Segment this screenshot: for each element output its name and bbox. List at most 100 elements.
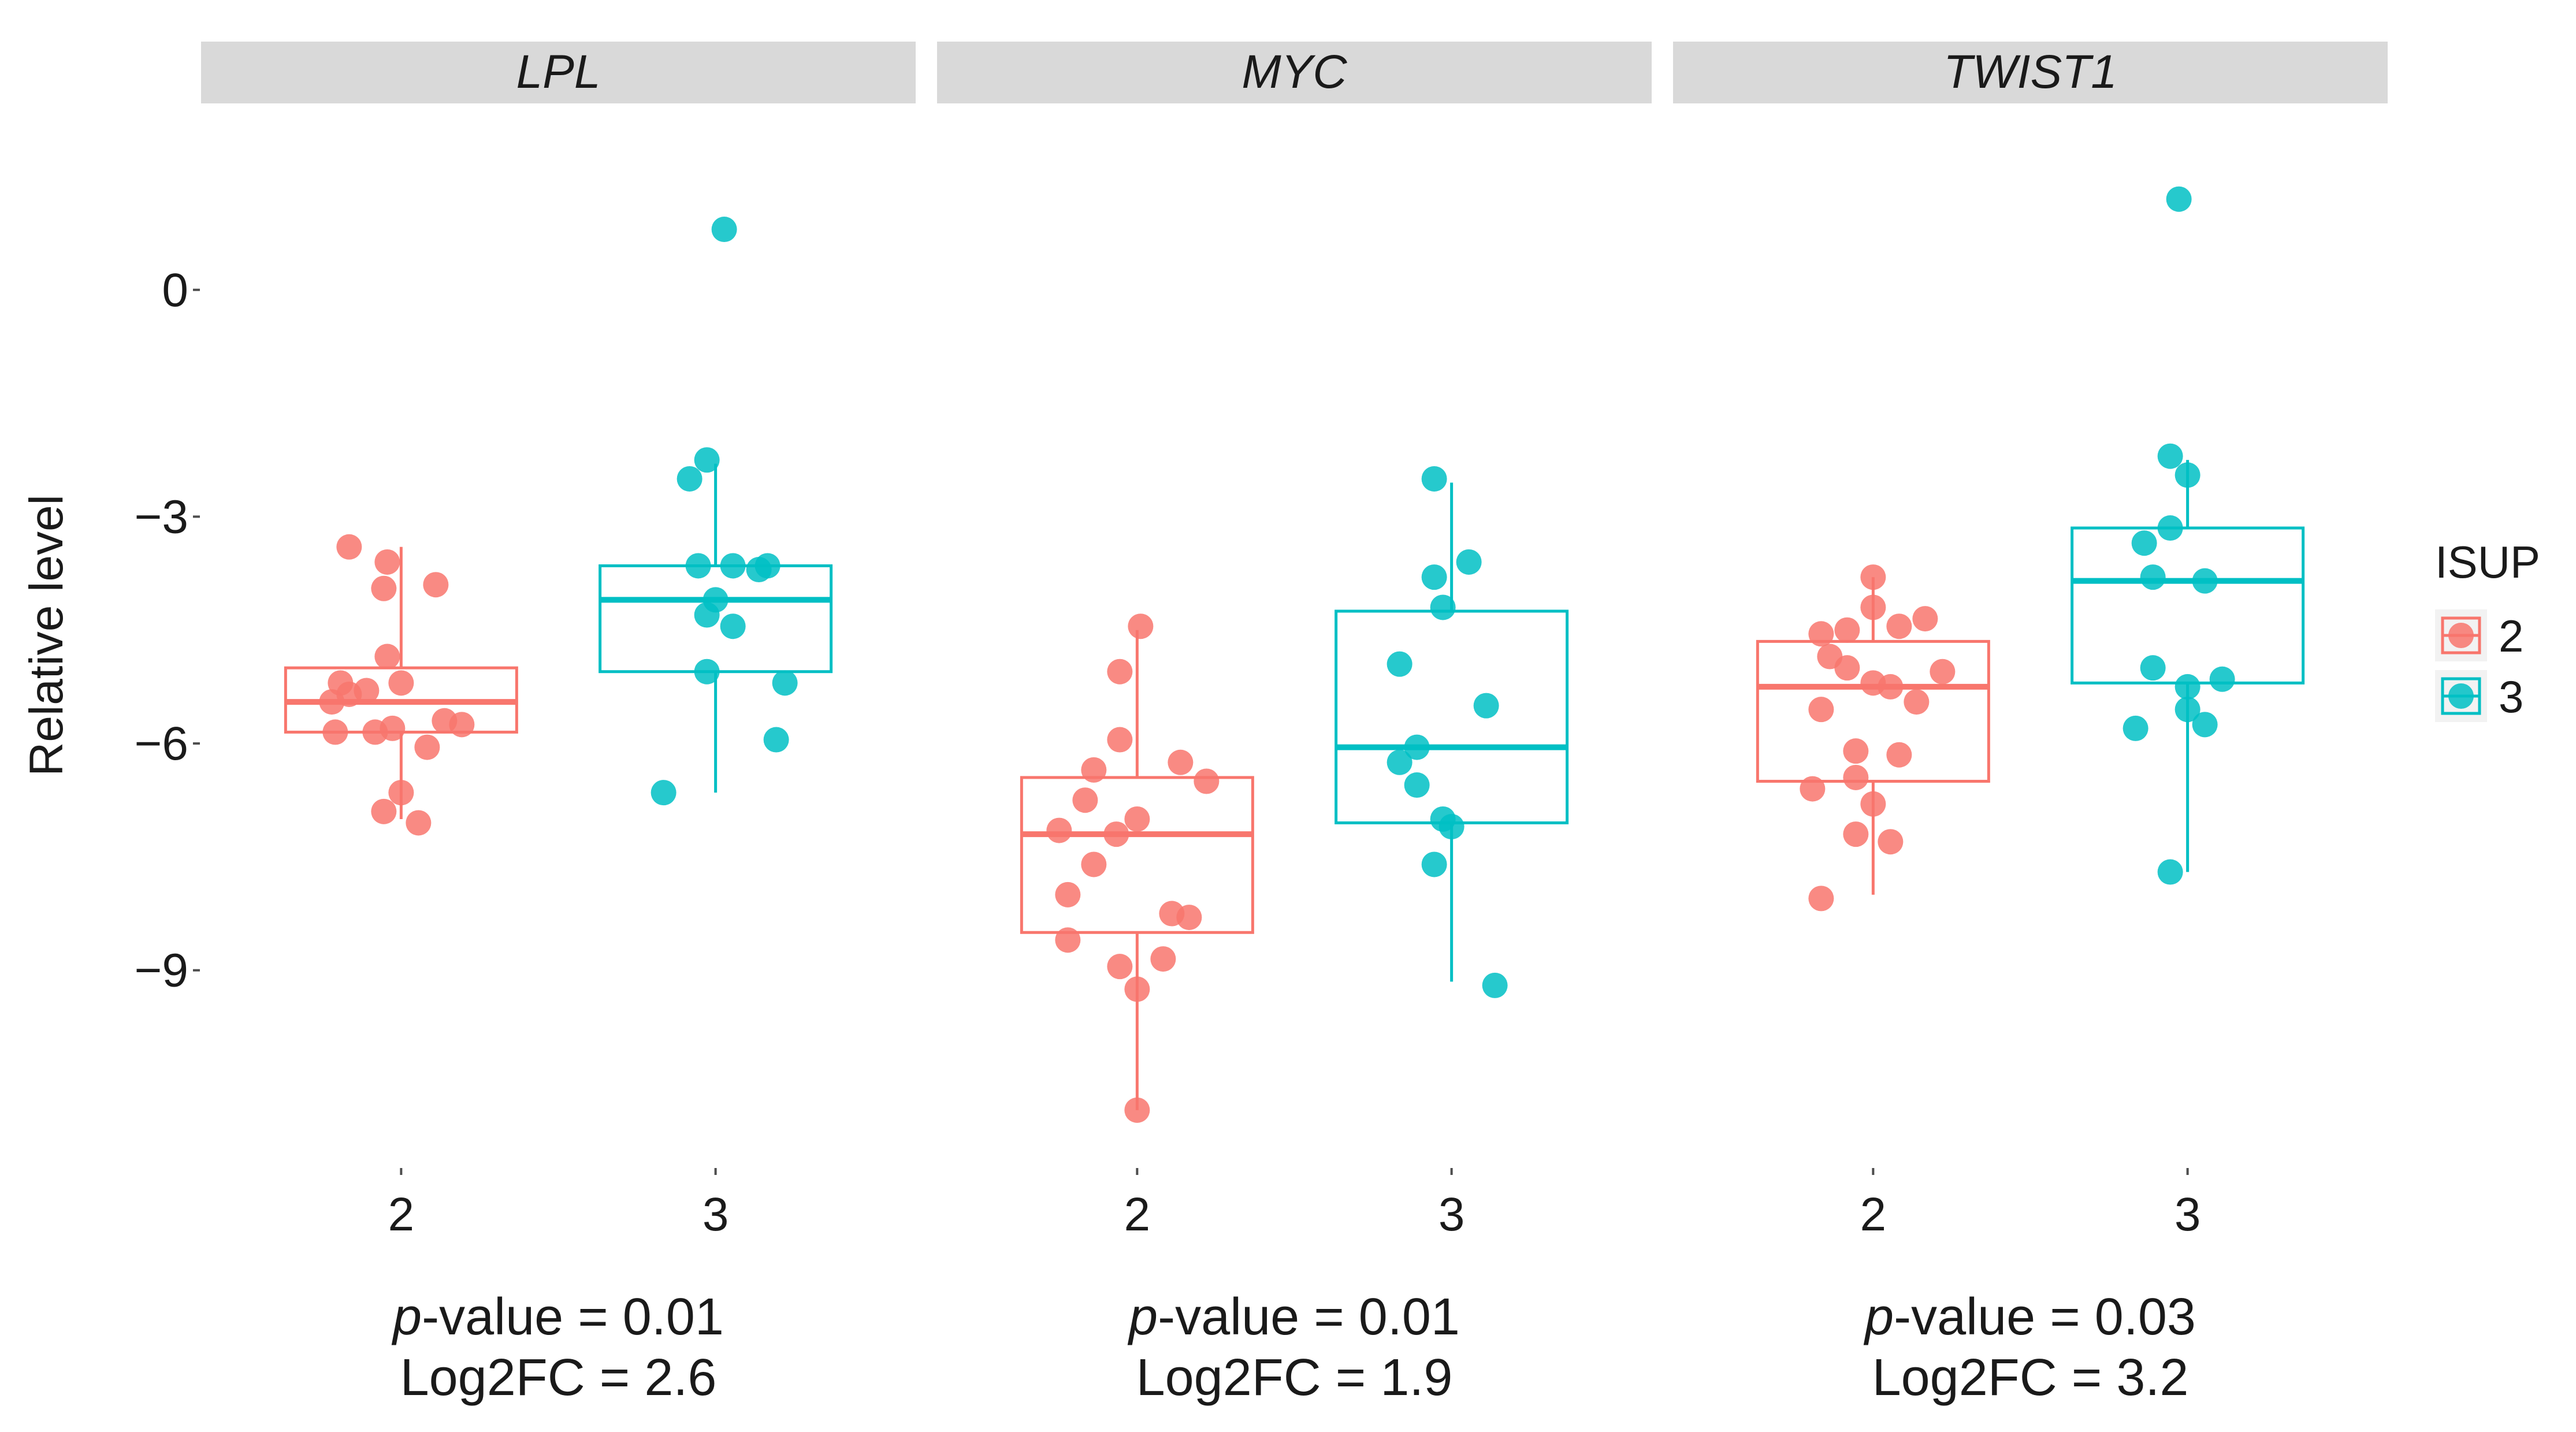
data-point [1386, 749, 1412, 775]
data-point [1103, 821, 1129, 847]
data-point [1886, 742, 1912, 768]
data-point [1808, 621, 1834, 647]
data-point [1176, 905, 1202, 931]
box-group-isup-2 [1756, 564, 1990, 912]
data-point [720, 553, 746, 579]
data-point [1808, 886, 1834, 912]
data-point [319, 689, 345, 715]
box-group-isup-3 [2071, 186, 2305, 885]
data-point [1878, 829, 1904, 855]
box-iqr [1335, 609, 1569, 824]
p-value-prefix: p [391, 1288, 422, 1346]
data-point [1404, 772, 1430, 798]
data-point [2122, 715, 2148, 741]
y-tick-label: −9 [135, 944, 189, 997]
data-point [388, 670, 414, 696]
data-point [1055, 881, 1081, 907]
facet-strip [1673, 42, 2388, 103]
p-value-text: -value = 0.03 [1894, 1288, 2196, 1346]
data-point [406, 810, 432, 836]
data-point [694, 659, 720, 685]
data-point [1124, 806, 1150, 832]
data-point [1107, 659, 1133, 685]
x-tick-label: 2 [388, 1188, 415, 1241]
data-point [423, 572, 449, 598]
data-point [1800, 776, 1826, 802]
legend-label: 2 [2499, 611, 2523, 661]
data-point [2174, 697, 2200, 723]
data-point [2166, 186, 2192, 212]
p-value-text: -value = 0.01 [1158, 1288, 1460, 1346]
data-point [2174, 674, 2200, 700]
p-value-prefix: p [1863, 1288, 1894, 1346]
y-tick-label: 0 [162, 264, 188, 317]
legend-label: 3 [2499, 671, 2523, 722]
box-group-isup-3 [599, 217, 833, 806]
data-point [1055, 927, 1081, 953]
facet-strip [937, 42, 1652, 103]
x-tick-label: 3 [1438, 1188, 1465, 1241]
legend-key-point [2448, 683, 2474, 709]
box-group-isup-2 [284, 534, 518, 836]
data-point [371, 798, 397, 824]
data-point [1438, 814, 1464, 840]
data-point [1878, 674, 1904, 700]
data-point [2157, 859, 2183, 885]
data-point [1081, 851, 1107, 877]
p-value-annotation: p-value = 0.01 [1127, 1288, 1460, 1346]
data-point [374, 644, 400, 669]
data-point [2140, 564, 2166, 590]
data-point [1834, 655, 1860, 681]
x-tick-label: 3 [702, 1188, 729, 1241]
data-point [1107, 954, 1133, 980]
facet-strip-title: MYC [1241, 46, 1347, 98]
p-value-prefix: p [1127, 1288, 1158, 1346]
p-value-annotation: p-value = 0.03 [1863, 1288, 2196, 1346]
box-group-isup-3 [1335, 466, 1569, 998]
data-point [2140, 655, 2166, 681]
legend-title: ISUP [2435, 537, 2540, 587]
data-point [1421, 564, 1447, 590]
data-point [2209, 666, 2235, 692]
log2fc-annotation: Log2FC = 3.2 [1872, 1349, 2189, 1407]
facet-strip-title: LPL [516, 46, 601, 98]
data-point [1168, 749, 1194, 775]
box-iqr [2071, 526, 2305, 685]
data-point [2157, 515, 2183, 541]
data-point [1194, 768, 1220, 794]
data-point [1386, 651, 1412, 677]
data-point [1886, 613, 1912, 639]
data-point [1912, 606, 1938, 632]
p-value-annotation: p-value = 0.01 [391, 1288, 724, 1346]
data-point [746, 557, 772, 583]
x-tick-label: 2 [1860, 1188, 1887, 1241]
data-point [1808, 697, 1834, 723]
data-point [694, 602, 720, 628]
data-point [1081, 757, 1107, 783]
data-point [650, 780, 676, 806]
box-iqr [1020, 776, 1254, 934]
data-point [1128, 613, 1154, 639]
data-point [1904, 689, 1930, 715]
y-tick-label: −6 [135, 717, 189, 770]
data-point [1404, 734, 1430, 760]
legend: ISUP 2 3 [2435, 537, 2540, 722]
data-point [1930, 659, 1956, 685]
data-point [414, 734, 440, 760]
data-point [374, 549, 400, 575]
data-point [772, 670, 798, 696]
box-iqr [1756, 639, 1990, 783]
data-point [676, 466, 702, 492]
data-point [1834, 617, 1860, 643]
y-axis: Relative level 0 −3 −6 −9 [20, 264, 200, 997]
data-point [720, 613, 746, 639]
box-group-isup-2 [1020, 613, 1254, 1123]
data-point [1124, 1097, 1150, 1123]
log2fc-annotation: Log2FC = 1.9 [1136, 1349, 1453, 1407]
data-point [388, 780, 414, 806]
data-point [1046, 817, 1072, 843]
